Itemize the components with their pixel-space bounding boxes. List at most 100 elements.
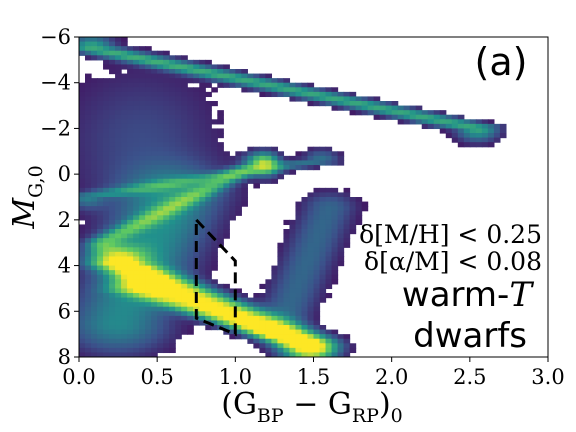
heatmap-cell: [199, 146, 206, 152]
heatmap-cell: [145, 347, 152, 354]
heatmap-cell: [223, 206, 230, 212]
heatmap-cell: [217, 302, 224, 308]
heatmap-cell: [439, 123, 447, 130]
heatmap-cell: [97, 229, 104, 235]
heatmap-cell: [157, 279, 164, 285]
heatmap-cell: [319, 197, 327, 203]
heatmap-cell: [133, 123, 140, 130]
heatmap-cell: [157, 242, 164, 248]
heatmap-cell: [241, 78, 248, 84]
heatmap-cell: [91, 165, 98, 171]
heatmap-cell: [211, 174, 218, 180]
heatmap-cell: [175, 247, 182, 253]
heatmap-cell: [265, 334, 273, 340]
heatmap-cell: [127, 183, 134, 189]
heatmap-cell: [97, 46, 104, 52]
heatmap-cell: [295, 210, 303, 216]
heatmap-cell: [127, 347, 134, 354]
heatmap-cell: [217, 119, 224, 125]
heatmap-cell: [289, 247, 297, 253]
heatmap-cell: [127, 46, 134, 52]
heatmap-cell: [325, 261, 333, 267]
heatmap-cell: [127, 174, 134, 180]
heatmap-cell: [79, 265, 86, 271]
heatmap-cell: [85, 169, 92, 175]
heatmap-cell: [187, 69, 194, 75]
heatmap-cell: [193, 302, 200, 308]
heatmap-cell: [265, 343, 273, 349]
heatmap-cell: [463, 128, 471, 134]
heatmap-cell: [115, 146, 122, 152]
heatmap-cell: [265, 320, 273, 326]
heatmap-cell: [103, 343, 110, 349]
heatmap-cell: [169, 306, 176, 312]
heatmap-cell: [253, 160, 260, 166]
heatmap-cell: [109, 96, 116, 102]
heatmap-cell: [115, 64, 122, 70]
heatmap-cell: [241, 297, 248, 303]
heatmap-cell: [457, 137, 465, 143]
heatmap-cell: [187, 293, 194, 299]
heatmap-cell: [205, 315, 212, 322]
heatmap-cell: [145, 87, 152, 93]
heatmap-cell: [253, 174, 260, 180]
heatmap-cell: [109, 334, 116, 340]
heatmap-cell: [223, 229, 230, 235]
heatmap-cell: [349, 206, 357, 212]
heatmap-cell: [205, 293, 212, 299]
heatmap-cell: [175, 334, 182, 340]
heatmap-cell: [277, 165, 285, 171]
heatmap-cell: [115, 133, 122, 139]
heatmap-cell: [211, 306, 218, 312]
heatmap-cell: [163, 133, 170, 139]
heatmap-cell: [139, 206, 146, 212]
heatmap-cell: [91, 352, 98, 357]
x-axis-label: (GBP − GRP)0: [221, 387, 403, 427]
heatmap-cell: [97, 105, 104, 111]
heatmap-cell: [169, 347, 176, 354]
heatmap-cell: [109, 352, 116, 357]
heatmap-cell: [139, 105, 146, 111]
heatmap-cell: [163, 178, 170, 184]
heatmap-cell: [109, 192, 116, 198]
heatmap-cell: [265, 174, 273, 180]
heatmap-cell: [175, 137, 182, 143]
heatmap-cell: [169, 201, 176, 207]
heatmap-cell: [85, 293, 92, 299]
heatmap-cell: [301, 320, 309, 326]
heatmap-cell: [133, 105, 140, 111]
heatmap-cell: [253, 329, 260, 335]
heatmap-cell: [169, 133, 176, 139]
heatmap-cell: [235, 297, 242, 303]
heatmap-cell: [109, 206, 116, 212]
heatmap-cell: [283, 165, 291, 171]
heatmap-cell: [337, 343, 345, 349]
heatmap-cell: [91, 160, 98, 166]
heatmap-cell: [151, 224, 158, 230]
heatmap-cell: [205, 73, 212, 79]
heatmap-cell: [295, 283, 303, 290]
heatmap-cell: [133, 233, 140, 239]
heatmap-cell: [241, 192, 248, 198]
heatmap-cell: [181, 160, 188, 166]
heatmap-cell: [115, 114, 122, 120]
heatmap-cell: [121, 334, 128, 340]
heatmap-cell: [187, 146, 194, 152]
heatmap-cell: [247, 338, 254, 344]
heatmap-cell: [367, 110, 375, 116]
heatmap-cell: [121, 46, 128, 52]
heatmap-cell: [115, 219, 122, 226]
heatmap-cell: [109, 297, 116, 303]
heatmap-cell: [103, 302, 110, 308]
heatmap-cell: [115, 247, 122, 253]
heatmap-cell: [103, 215, 110, 221]
heatmap-cell: [79, 311, 86, 317]
heatmap-cell: [79, 192, 86, 198]
heatmap-cell: [277, 352, 285, 357]
heatmap-cell: [487, 133, 495, 139]
heatmap-cell: [193, 119, 200, 125]
heatmap-cell: [151, 343, 158, 349]
heatmap-cell: [397, 119, 405, 125]
heatmap-cell: [289, 283, 297, 290]
heatmap-cell: [445, 119, 453, 125]
